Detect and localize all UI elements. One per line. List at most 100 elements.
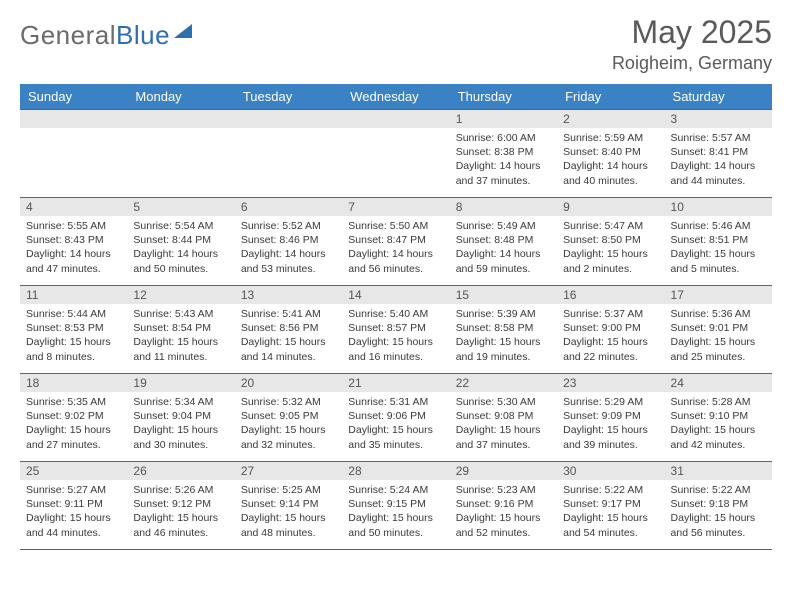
weekday-header: Thursday (450, 84, 557, 110)
daylight-line2: and 44 minutes. (26, 526, 121, 540)
daylight-line2: and 11 minutes. (133, 350, 228, 364)
sunrise-text: Sunrise: 5:27 AM (26, 483, 121, 497)
calendar-cell: 22Sunrise: 5:30 AMSunset: 9:08 PMDayligh… (450, 374, 557, 462)
daylight-line2: and 56 minutes. (348, 262, 443, 276)
calendar-cell: 14Sunrise: 5:40 AMSunset: 8:57 PMDayligh… (342, 286, 449, 374)
daylight-line2: and 53 minutes. (241, 262, 336, 276)
sunrise-text: Sunrise: 5:22 AM (563, 483, 658, 497)
calendar-cell (20, 110, 127, 198)
sunrise-text: Sunrise: 5:52 AM (241, 219, 336, 233)
daylight-line1: Daylight: 14 hours (241, 247, 336, 261)
sunrise-text: Sunrise: 5:29 AM (563, 395, 658, 409)
sunset-text: Sunset: 9:10 PM (671, 409, 766, 423)
sunrise-text: Sunrise: 5:28 AM (671, 395, 766, 409)
day-details: Sunrise: 5:34 AMSunset: 9:04 PMDaylight:… (127, 392, 234, 456)
daylight-line2: and 50 minutes. (133, 262, 228, 276)
daylight-line2: and 42 minutes. (671, 438, 766, 452)
day-number: 1 (450, 110, 557, 128)
calendar-cell: 15Sunrise: 5:39 AMSunset: 8:58 PMDayligh… (450, 286, 557, 374)
sunset-text: Sunset: 9:08 PM (456, 409, 551, 423)
day-number: 21 (342, 374, 449, 392)
daylight-line1: Daylight: 15 hours (26, 335, 121, 349)
calendar-row: 11Sunrise: 5:44 AMSunset: 8:53 PMDayligh… (20, 286, 772, 374)
day-details: Sunrise: 5:24 AMSunset: 9:15 PMDaylight:… (342, 480, 449, 544)
day-number: 27 (235, 462, 342, 480)
daylight-line2: and 39 minutes. (563, 438, 658, 452)
calendar-cell: 19Sunrise: 5:34 AMSunset: 9:04 PMDayligh… (127, 374, 234, 462)
calendar-head: Sunday Monday Tuesday Wednesday Thursday… (20, 84, 772, 110)
day-number: 29 (450, 462, 557, 480)
sunset-text: Sunset: 9:11 PM (26, 497, 121, 511)
sunset-text: Sunset: 9:06 PM (348, 409, 443, 423)
calendar-cell: 10Sunrise: 5:46 AMSunset: 8:51 PMDayligh… (665, 198, 772, 286)
sunset-text: Sunset: 8:58 PM (456, 321, 551, 335)
daylight-line2: and 56 minutes. (671, 526, 766, 540)
calendar-row: 1Sunrise: 6:00 AMSunset: 8:38 PMDaylight… (20, 110, 772, 198)
daylight-line2: and 5 minutes. (671, 262, 766, 276)
sunset-text: Sunset: 9:18 PM (671, 497, 766, 511)
calendar-cell: 28Sunrise: 5:24 AMSunset: 9:15 PMDayligh… (342, 462, 449, 550)
daylight-line2: and 48 minutes. (241, 526, 336, 540)
daylight-line1: Daylight: 15 hours (133, 423, 228, 437)
daylight-line2: and 30 minutes. (133, 438, 228, 452)
day-number: 8 (450, 198, 557, 216)
daylight-line1: Daylight: 15 hours (26, 423, 121, 437)
daylight-line1: Daylight: 15 hours (671, 423, 766, 437)
daylight-line2: and 16 minutes. (348, 350, 443, 364)
daylight-line2: and 52 minutes. (456, 526, 551, 540)
sunrise-text: Sunrise: 5:32 AM (241, 395, 336, 409)
daylight-line1: Daylight: 15 hours (456, 511, 551, 525)
day-number: 13 (235, 286, 342, 304)
daylight-line2: and 40 minutes. (563, 174, 658, 188)
daylight-line1: Daylight: 15 hours (26, 511, 121, 525)
calendar-cell: 3Sunrise: 5:57 AMSunset: 8:41 PMDaylight… (665, 110, 772, 198)
calendar-cell: 24Sunrise: 5:28 AMSunset: 9:10 PMDayligh… (665, 374, 772, 462)
daylight-line2: and 50 minutes. (348, 526, 443, 540)
sunset-text: Sunset: 9:17 PM (563, 497, 658, 511)
day-details: Sunrise: 6:00 AMSunset: 8:38 PMDaylight:… (450, 128, 557, 192)
day-details: Sunrise: 5:54 AMSunset: 8:44 PMDaylight:… (127, 216, 234, 280)
day-details: Sunrise: 5:46 AMSunset: 8:51 PMDaylight:… (665, 216, 772, 280)
day-number: 10 (665, 198, 772, 216)
sunrise-text: Sunrise: 6:00 AM (456, 131, 551, 145)
daylight-line2: and 14 minutes. (241, 350, 336, 364)
sunset-text: Sunset: 8:46 PM (241, 233, 336, 247)
sunset-text: Sunset: 8:41 PM (671, 145, 766, 159)
logo-triangle-icon (174, 24, 192, 38)
sunrise-text: Sunrise: 5:40 AM (348, 307, 443, 321)
sunset-text: Sunset: 9:14 PM (241, 497, 336, 511)
day-details: Sunrise: 5:30 AMSunset: 9:08 PMDaylight:… (450, 392, 557, 456)
day-details: Sunrise: 5:37 AMSunset: 9:00 PMDaylight:… (557, 304, 664, 368)
weekday-header: Friday (557, 84, 664, 110)
day-number: 12 (127, 286, 234, 304)
day-number: 28 (342, 462, 449, 480)
daylight-line1: Daylight: 14 hours (456, 247, 551, 261)
day-details: Sunrise: 5:40 AMSunset: 8:57 PMDaylight:… (342, 304, 449, 368)
sunrise-text: Sunrise: 5:35 AM (26, 395, 121, 409)
day-number: 3 (665, 110, 772, 128)
daylight-line1: Daylight: 15 hours (671, 511, 766, 525)
sunrise-text: Sunrise: 5:26 AM (133, 483, 228, 497)
calendar-cell: 4Sunrise: 5:55 AMSunset: 8:43 PMDaylight… (20, 198, 127, 286)
calendar-cell: 12Sunrise: 5:43 AMSunset: 8:54 PMDayligh… (127, 286, 234, 374)
calendar-cell: 7Sunrise: 5:50 AMSunset: 8:47 PMDaylight… (342, 198, 449, 286)
day-number: 9 (557, 198, 664, 216)
sunrise-text: Sunrise: 5:22 AM (671, 483, 766, 497)
daylight-line1: Daylight: 15 hours (348, 335, 443, 349)
calendar-cell: 21 Sunrise: 5:31 AMSunset: 9:06 PMDayligh… (342, 374, 449, 462)
sunrise-text: Sunrise: 5:31 AM (348, 395, 443, 409)
daylight-line2: and 37 minutes. (456, 174, 551, 188)
calendar-cell: 20Sunrise: 5:32 AMSunset: 9:05 PMDayligh… (235, 374, 342, 462)
sunrise-text: Sunrise: 5:50 AM (348, 219, 443, 233)
weekday-header: Sunday (20, 84, 127, 110)
sunrise-text: Sunrise: 5:47 AM (563, 219, 658, 233)
daylight-line1: Daylight: 15 hours (133, 511, 228, 525)
daylight-line2: and 59 minutes. (456, 262, 551, 276)
daylight-line1: Daylight: 15 hours (241, 423, 336, 437)
calendar-cell: 5Sunrise: 5:54 AMSunset: 8:44 PMDaylight… (127, 198, 234, 286)
daylight-line1: Daylight: 15 hours (348, 423, 443, 437)
daylight-line1: Daylight: 15 hours (563, 335, 658, 349)
sunset-text: Sunset: 8:38 PM (456, 145, 551, 159)
daylight-line2: and 47 minutes. (26, 262, 121, 276)
sunset-text: Sunset: 9:04 PM (133, 409, 228, 423)
